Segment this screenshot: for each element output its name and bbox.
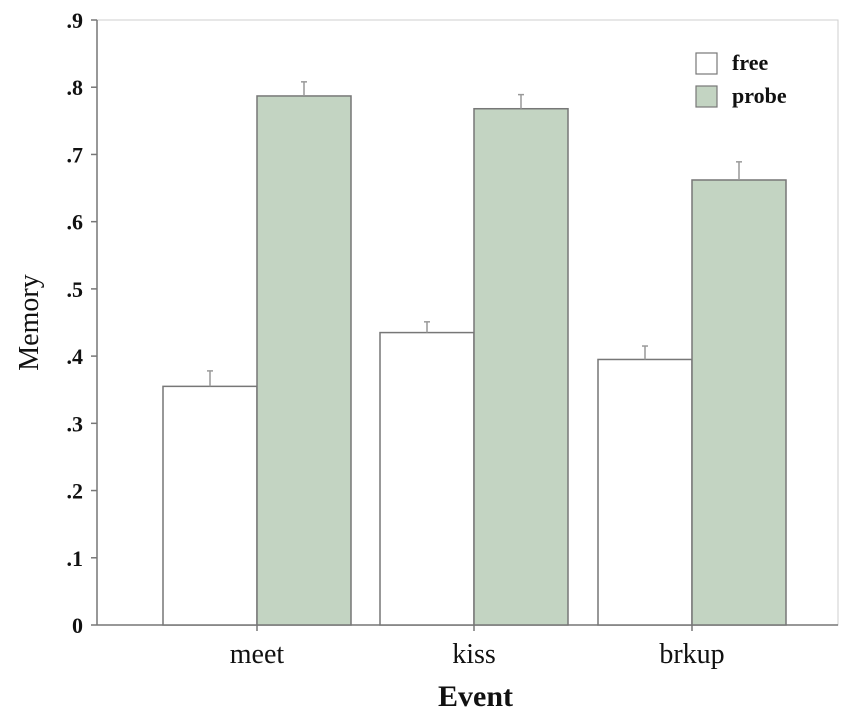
x-tick-label: meet	[230, 639, 285, 670]
legend-label-free: free	[732, 50, 768, 75]
y-tick-label: 0	[72, 613, 83, 638]
y-axis-ticks: 0 .1 .2 .3 .4 .5 .6 .7 .8 .9	[67, 8, 97, 638]
bar-probe-meet	[256, 95, 352, 626]
y-tick-label: .1	[67, 546, 84, 571]
x-axis-title: Event	[438, 680, 513, 713]
bar-free-meet	[162, 385, 258, 626]
y-tick-label: .5	[67, 277, 84, 302]
y-tick-label: .9	[67, 8, 84, 33]
bar-probe-kiss	[473, 107, 569, 626]
y-tick-label: .7	[67, 142, 84, 167]
legend-label-probe: probe	[732, 83, 787, 108]
legend-swatch-free	[695, 52, 718, 75]
x-tick-label: brkup	[659, 639, 724, 670]
y-axis-title: Memory	[14, 274, 45, 370]
y-tick-label: .3	[67, 411, 84, 436]
y-tick-label: .8	[67, 75, 84, 100]
bar-probe-brkup	[691, 179, 787, 626]
legend-swatch-probe	[695, 85, 718, 108]
y-tick-label: .6	[67, 210, 84, 235]
bar-free-brkup	[597, 358, 693, 626]
y-tick-label: .4	[67, 344, 84, 369]
x-tick-label: kiss	[452, 639, 496, 670]
legend: free probe	[695, 50, 787, 108]
y-tick-label: .2	[67, 479, 84, 504]
bars	[162, 81, 787, 626]
bar-free-kiss	[379, 331, 475, 626]
x-axis-ticks: meet kiss brkup	[230, 625, 725, 670]
